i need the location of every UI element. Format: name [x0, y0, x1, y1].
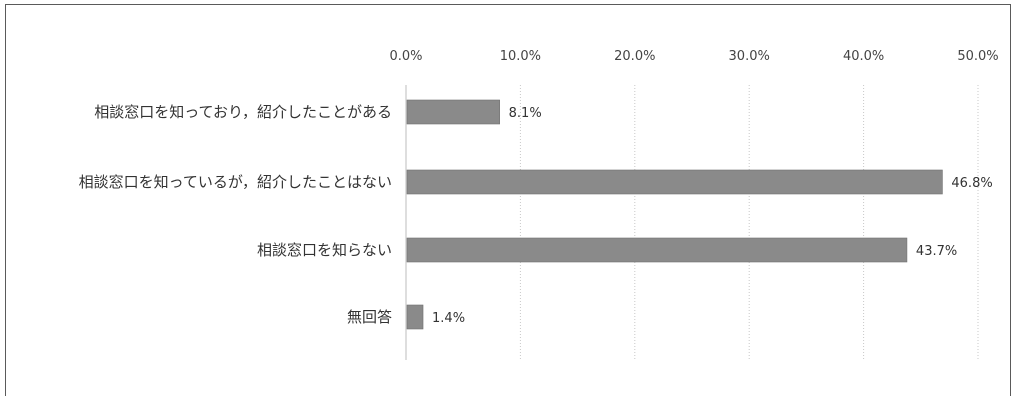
category-label: 相談窓口を知らない: [257, 241, 392, 259]
data-label: 46.8%: [951, 176, 992, 191]
bar: [406, 99, 500, 125]
chart-frame: 0.0% 10.0% 20.0% 30.0% 40.0% 50.0% 相談窓口を知っており…: [5, 4, 1011, 396]
category-labels: 相談窓口を知っており，紹介したことがある相談窓口を知っているが，紹介したことはな…: [79, 103, 392, 326]
bar: [406, 169, 943, 195]
x-tick-label: 40.0%: [843, 49, 884, 64]
bar-chart: 0.0% 10.0% 20.0% 30.0% 40.0% 50.0% 相談窓口を知っており…: [79, 49, 999, 360]
x-axis-ticks: 0.0% 10.0% 20.0% 30.0% 40.0% 50.0%: [389, 49, 998, 64]
gridlines: [405, 85, 979, 360]
bar: [406, 237, 908, 263]
category-label: 相談窓口を知っているが，紹介したことはない: [79, 173, 392, 191]
x-tick-label: 0.0%: [389, 49, 422, 64]
x-tick-label: 50.0%: [957, 49, 998, 64]
bars: [406, 99, 943, 330]
data-label: 8.1%: [509, 106, 542, 121]
data-label: 43.7%: [916, 244, 957, 259]
data-labels: 8.1% 46.8% 43.7% 1.4%: [432, 106, 993, 326]
bar: [406, 304, 424, 330]
category-label: 無回答: [347, 308, 392, 326]
data-label: 1.4%: [432, 311, 465, 326]
x-tick-label: 10.0%: [500, 49, 541, 64]
category-label: 相談窓口を知っており，紹介したことがある: [94, 103, 392, 121]
x-tick-label: 20.0%: [614, 49, 655, 64]
x-tick-label: 30.0%: [729, 49, 770, 64]
